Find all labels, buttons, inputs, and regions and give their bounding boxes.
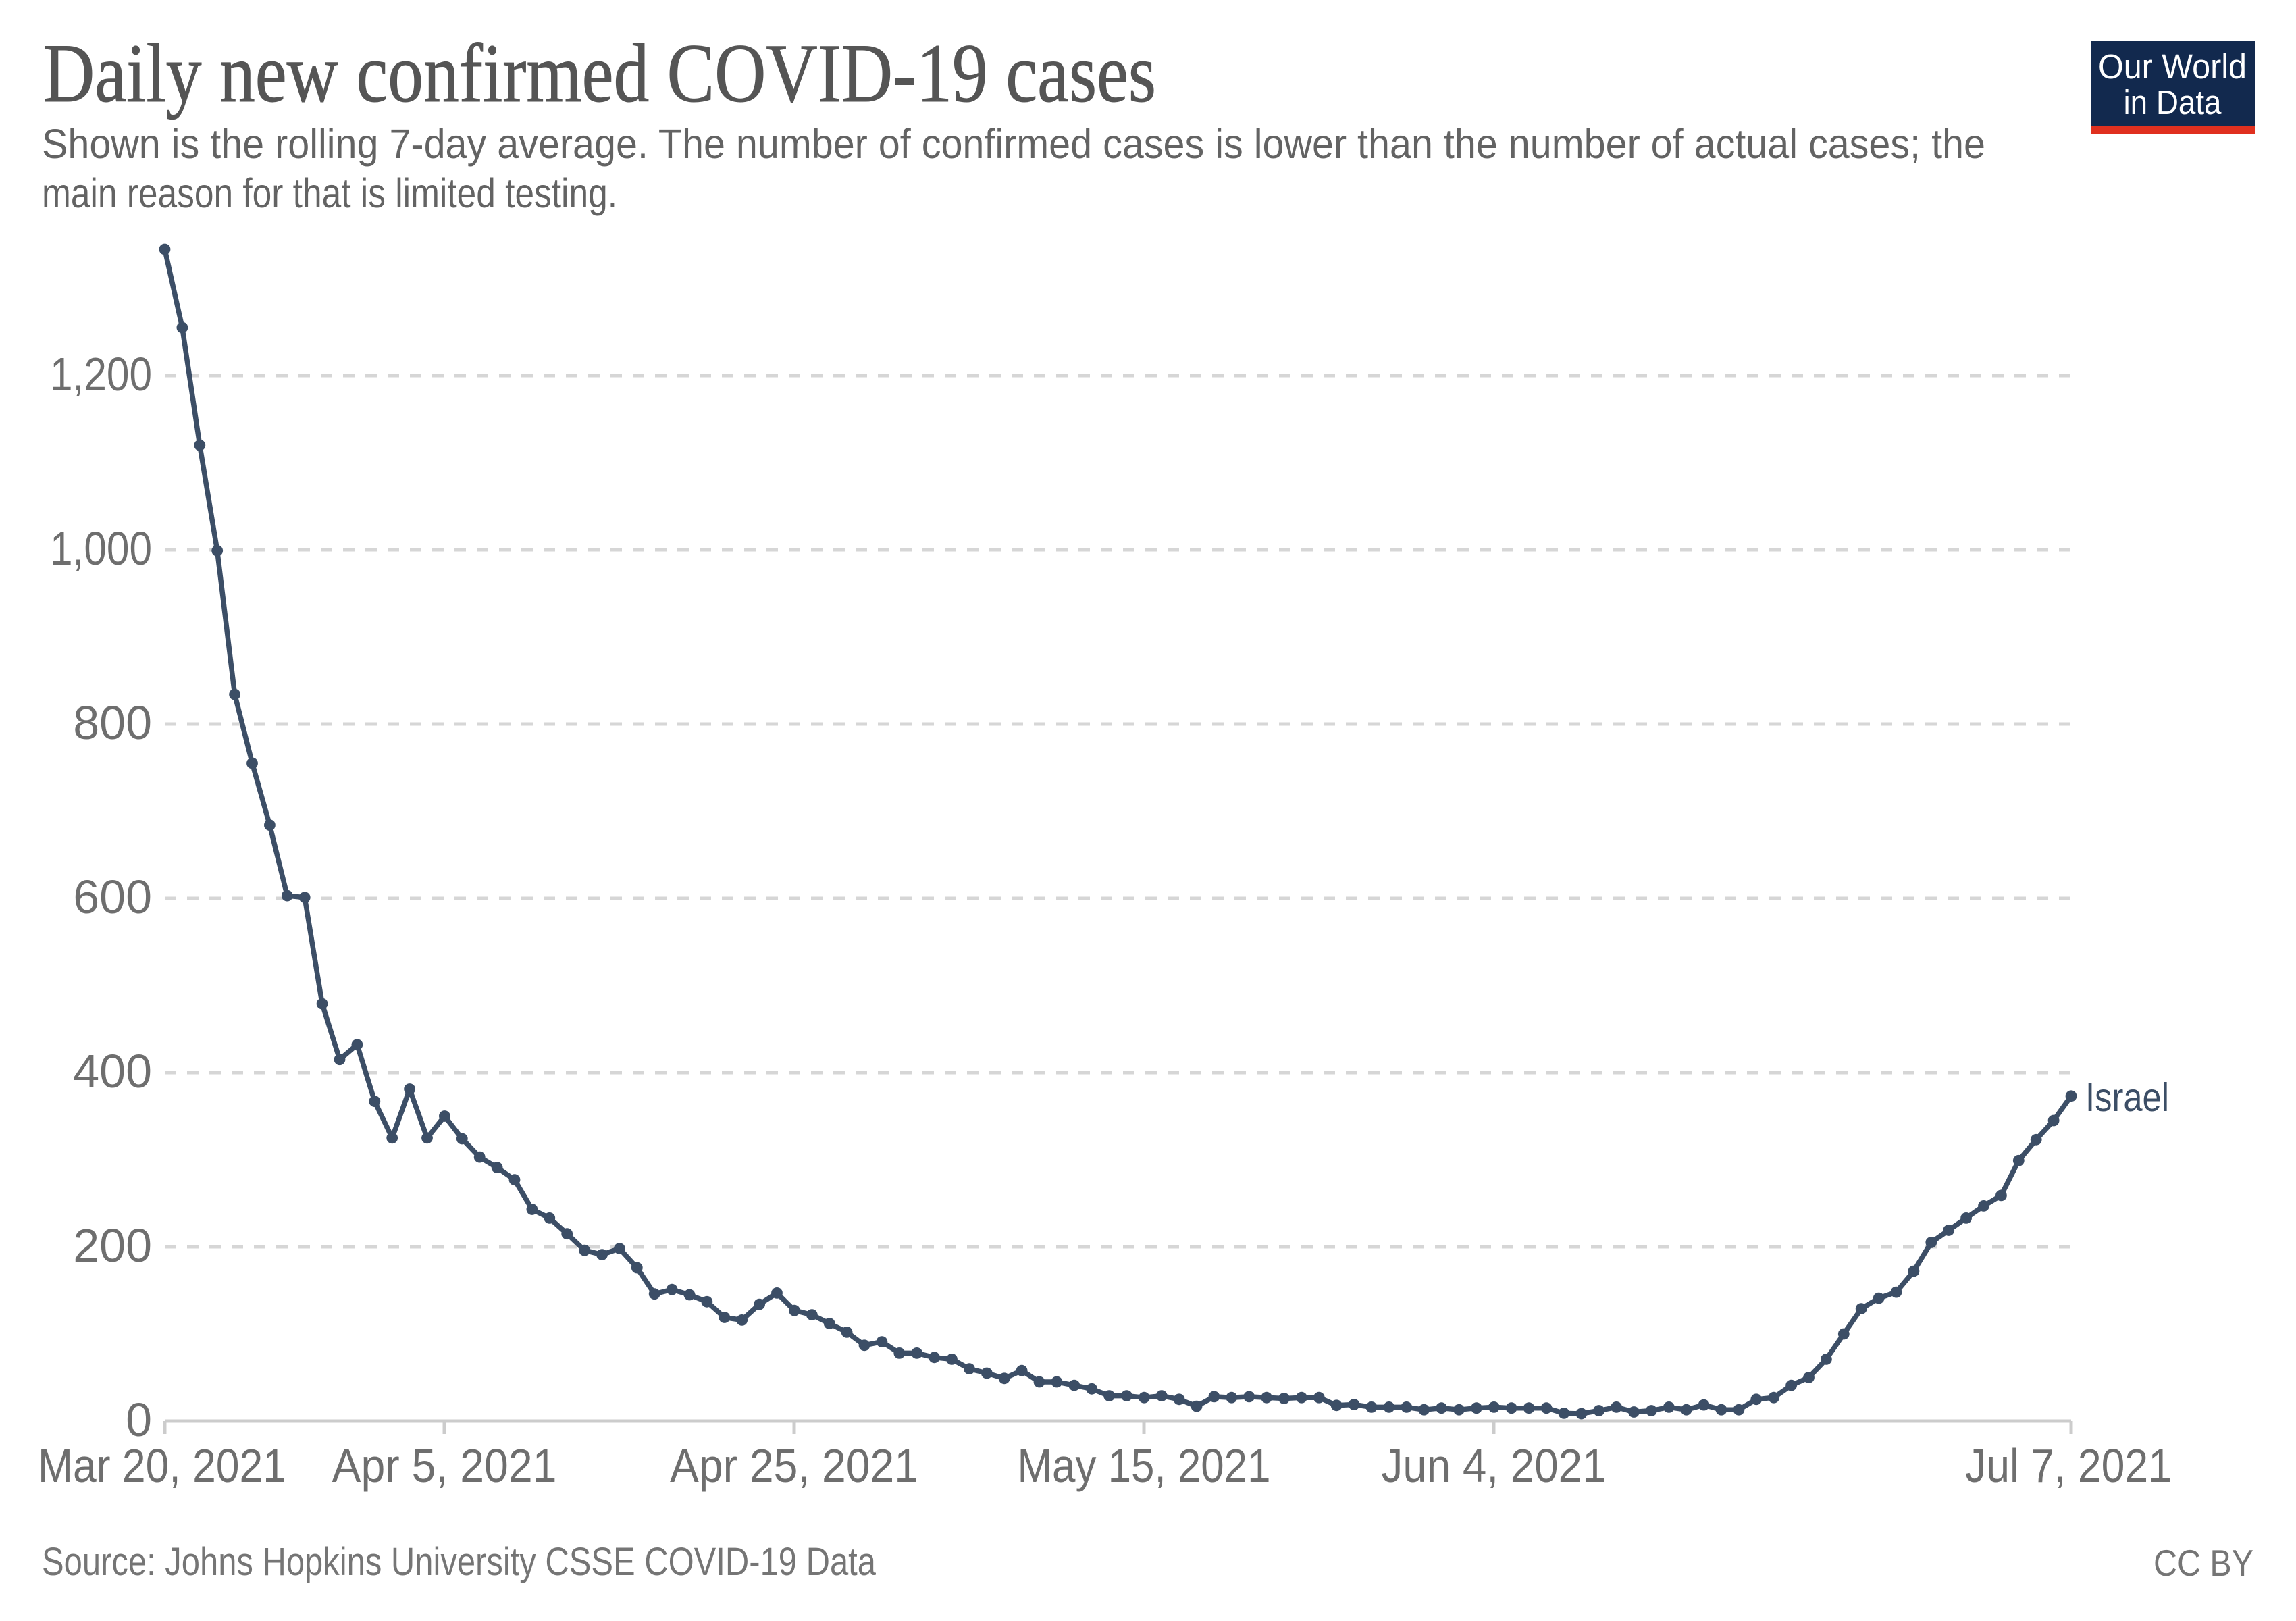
svg-text:Daily new confirmed COVID-19 c: Daily new confirmed COVID-19 cases [43,27,1156,120]
svg-text:main reason for that is limite: main reason for that is limited testing. [42,170,617,216]
svg-text:Israel: Israel [2085,1075,2169,1120]
svg-text:CC BY: CC BY [2154,1542,2253,1584]
svg-text:800: 800 [73,696,152,749]
svg-text:Apr 25, 2021: Apr 25, 2021 [670,1439,918,1492]
svg-text:in Data: in Data [2124,83,2222,122]
svg-text:May 15, 2021: May 15, 2021 [1018,1439,1271,1492]
svg-text:600: 600 [73,871,152,923]
svg-text:Our World: Our World [2098,47,2247,86]
svg-text:1,000: 1,000 [50,522,152,575]
svg-text:400: 400 [73,1045,152,1098]
svg-text:Jul 7, 2021: Jul 7, 2021 [1965,1439,2172,1492]
svg-text:Apr 5, 2021: Apr 5, 2021 [332,1439,557,1492]
svg-text:Shown is the rolling 7-day ave: Shown is the rolling 7-day average. The … [42,121,1985,167]
svg-text:Source: Johns Hopkins Universi: Source: Johns Hopkins University CSSE CO… [42,1540,877,1584]
svg-text:Jun 4, 2021: Jun 4, 2021 [1382,1439,1607,1492]
svg-text:Mar 20, 2021: Mar 20, 2021 [38,1439,286,1492]
svg-text:200: 200 [73,1219,152,1272]
svg-text:1,200: 1,200 [50,348,152,401]
svg-text:0: 0 [126,1393,152,1446]
